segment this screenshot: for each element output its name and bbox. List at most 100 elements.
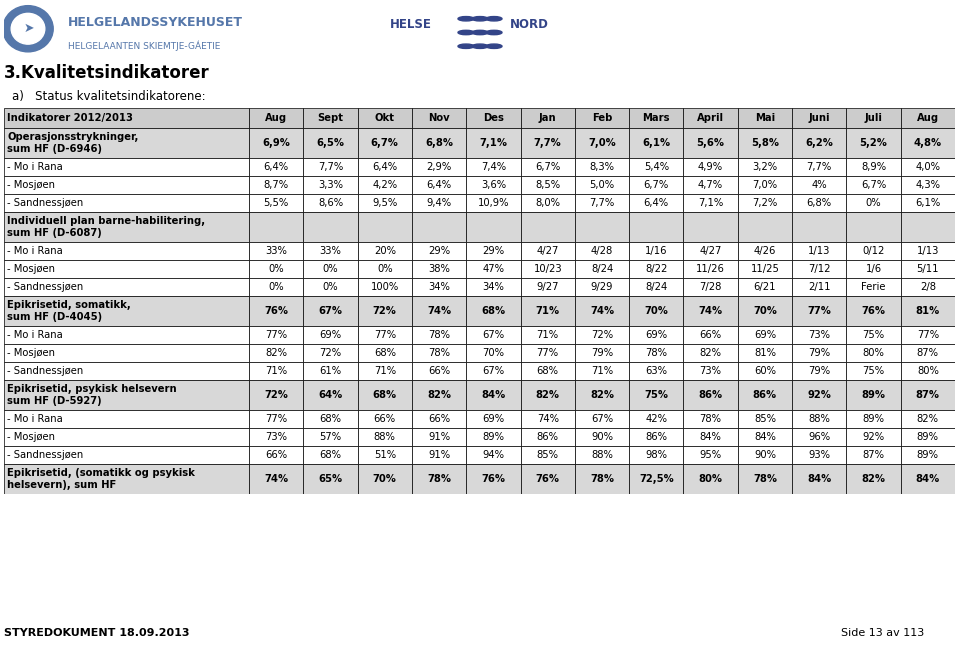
Bar <box>901 212 955 242</box>
Bar <box>303 464 358 494</box>
Bar <box>684 108 737 128</box>
Text: 82%: 82% <box>590 390 614 400</box>
Text: 67%: 67% <box>482 330 504 340</box>
Bar <box>847 242 901 260</box>
Text: 79%: 79% <box>808 348 830 358</box>
Bar <box>684 194 737 212</box>
Text: 88%: 88% <box>374 432 396 442</box>
Text: 8,5%: 8,5% <box>535 180 560 190</box>
Bar <box>901 344 955 362</box>
Bar <box>303 326 358 344</box>
Bar <box>684 410 737 428</box>
Text: 71%: 71% <box>374 366 396 376</box>
Text: 74%: 74% <box>698 306 723 316</box>
Bar <box>412 242 466 260</box>
Text: - Mosjøen: - Mosjøen <box>7 432 55 442</box>
Bar <box>4 128 249 158</box>
Text: 63%: 63% <box>645 366 667 376</box>
Bar <box>412 128 466 158</box>
Bar <box>358 446 412 464</box>
Bar <box>684 428 737 446</box>
Bar <box>303 128 358 158</box>
Bar <box>521 464 574 494</box>
Text: Okt: Okt <box>375 113 395 123</box>
Bar <box>792 194 847 212</box>
Text: 89%: 89% <box>917 450 939 460</box>
Bar <box>901 260 955 278</box>
Text: 2/8: 2/8 <box>920 282 936 292</box>
Text: 68%: 68% <box>374 348 396 358</box>
Text: 72,5%: 72,5% <box>639 474 673 484</box>
Text: 6,1%: 6,1% <box>643 138 670 148</box>
Bar <box>412 212 466 242</box>
Text: 80%: 80% <box>862 348 884 358</box>
Text: 80%: 80% <box>917 366 939 376</box>
Bar <box>574 176 629 194</box>
Text: 6,7%: 6,7% <box>371 138 399 148</box>
Bar <box>792 464 847 494</box>
Bar <box>629 380 684 410</box>
Text: HELSE: HELSE <box>390 18 432 31</box>
Bar <box>358 362 412 380</box>
Bar <box>303 428 358 446</box>
Text: 76%: 76% <box>861 306 885 316</box>
Text: 86%: 86% <box>537 432 559 442</box>
Text: 6,5%: 6,5% <box>316 138 344 148</box>
Bar <box>792 326 847 344</box>
Bar <box>412 446 466 464</box>
Bar <box>521 158 574 176</box>
Text: 38%: 38% <box>428 264 450 274</box>
Bar <box>901 176 955 194</box>
Bar <box>792 242 847 260</box>
Bar <box>847 260 901 278</box>
Text: 4/27: 4/27 <box>536 246 559 256</box>
Text: 82%: 82% <box>917 414 939 424</box>
Text: 5,6%: 5,6% <box>696 138 725 148</box>
Text: 89%: 89% <box>482 432 504 442</box>
Text: 7/28: 7/28 <box>699 282 722 292</box>
Text: 7/12: 7/12 <box>808 264 830 274</box>
Text: 34%: 34% <box>428 282 450 292</box>
Text: 76%: 76% <box>264 306 288 316</box>
Text: 1/16: 1/16 <box>645 246 667 256</box>
Text: a)   Status kvalitetsindikatorene:: a) Status kvalitetsindikatorene: <box>12 90 205 103</box>
Text: 90%: 90% <box>591 432 613 442</box>
Text: 4/28: 4/28 <box>591 246 613 256</box>
Bar <box>412 464 466 494</box>
Bar <box>737 446 792 464</box>
Bar <box>684 128 737 158</box>
Bar <box>574 212 629 242</box>
Text: 6,1%: 6,1% <box>915 198 941 208</box>
Text: Juli: Juli <box>865 113 882 123</box>
Bar <box>249 158 303 176</box>
Bar <box>792 176 847 194</box>
Text: 6/21: 6/21 <box>754 282 776 292</box>
Bar <box>847 326 901 344</box>
Bar <box>249 464 303 494</box>
Text: Juni: Juni <box>808 113 830 123</box>
Text: HELGELAANTEN SKIEMTJE-GÁETIE: HELGELAANTEN SKIEMTJE-GÁETIE <box>68 40 221 51</box>
Text: 7,2%: 7,2% <box>752 198 778 208</box>
Bar <box>629 362 684 380</box>
Text: 71%: 71% <box>265 366 287 376</box>
Bar <box>901 326 955 344</box>
Bar <box>4 108 249 128</box>
Bar <box>901 464 955 494</box>
Text: 77%: 77% <box>265 414 287 424</box>
Bar <box>574 108 629 128</box>
Bar <box>303 242 358 260</box>
Bar <box>4 212 249 242</box>
Text: 51%: 51% <box>374 450 396 460</box>
Bar <box>303 176 358 194</box>
Text: 71%: 71% <box>536 306 560 316</box>
Bar <box>629 428 684 446</box>
Text: 47%: 47% <box>482 264 504 274</box>
Bar <box>574 410 629 428</box>
Bar <box>466 428 521 446</box>
Bar <box>249 278 303 296</box>
Text: 89%: 89% <box>917 432 939 442</box>
Bar <box>847 428 901 446</box>
Text: Jan: Jan <box>539 113 556 123</box>
Bar <box>737 380 792 410</box>
Bar <box>412 380 466 410</box>
